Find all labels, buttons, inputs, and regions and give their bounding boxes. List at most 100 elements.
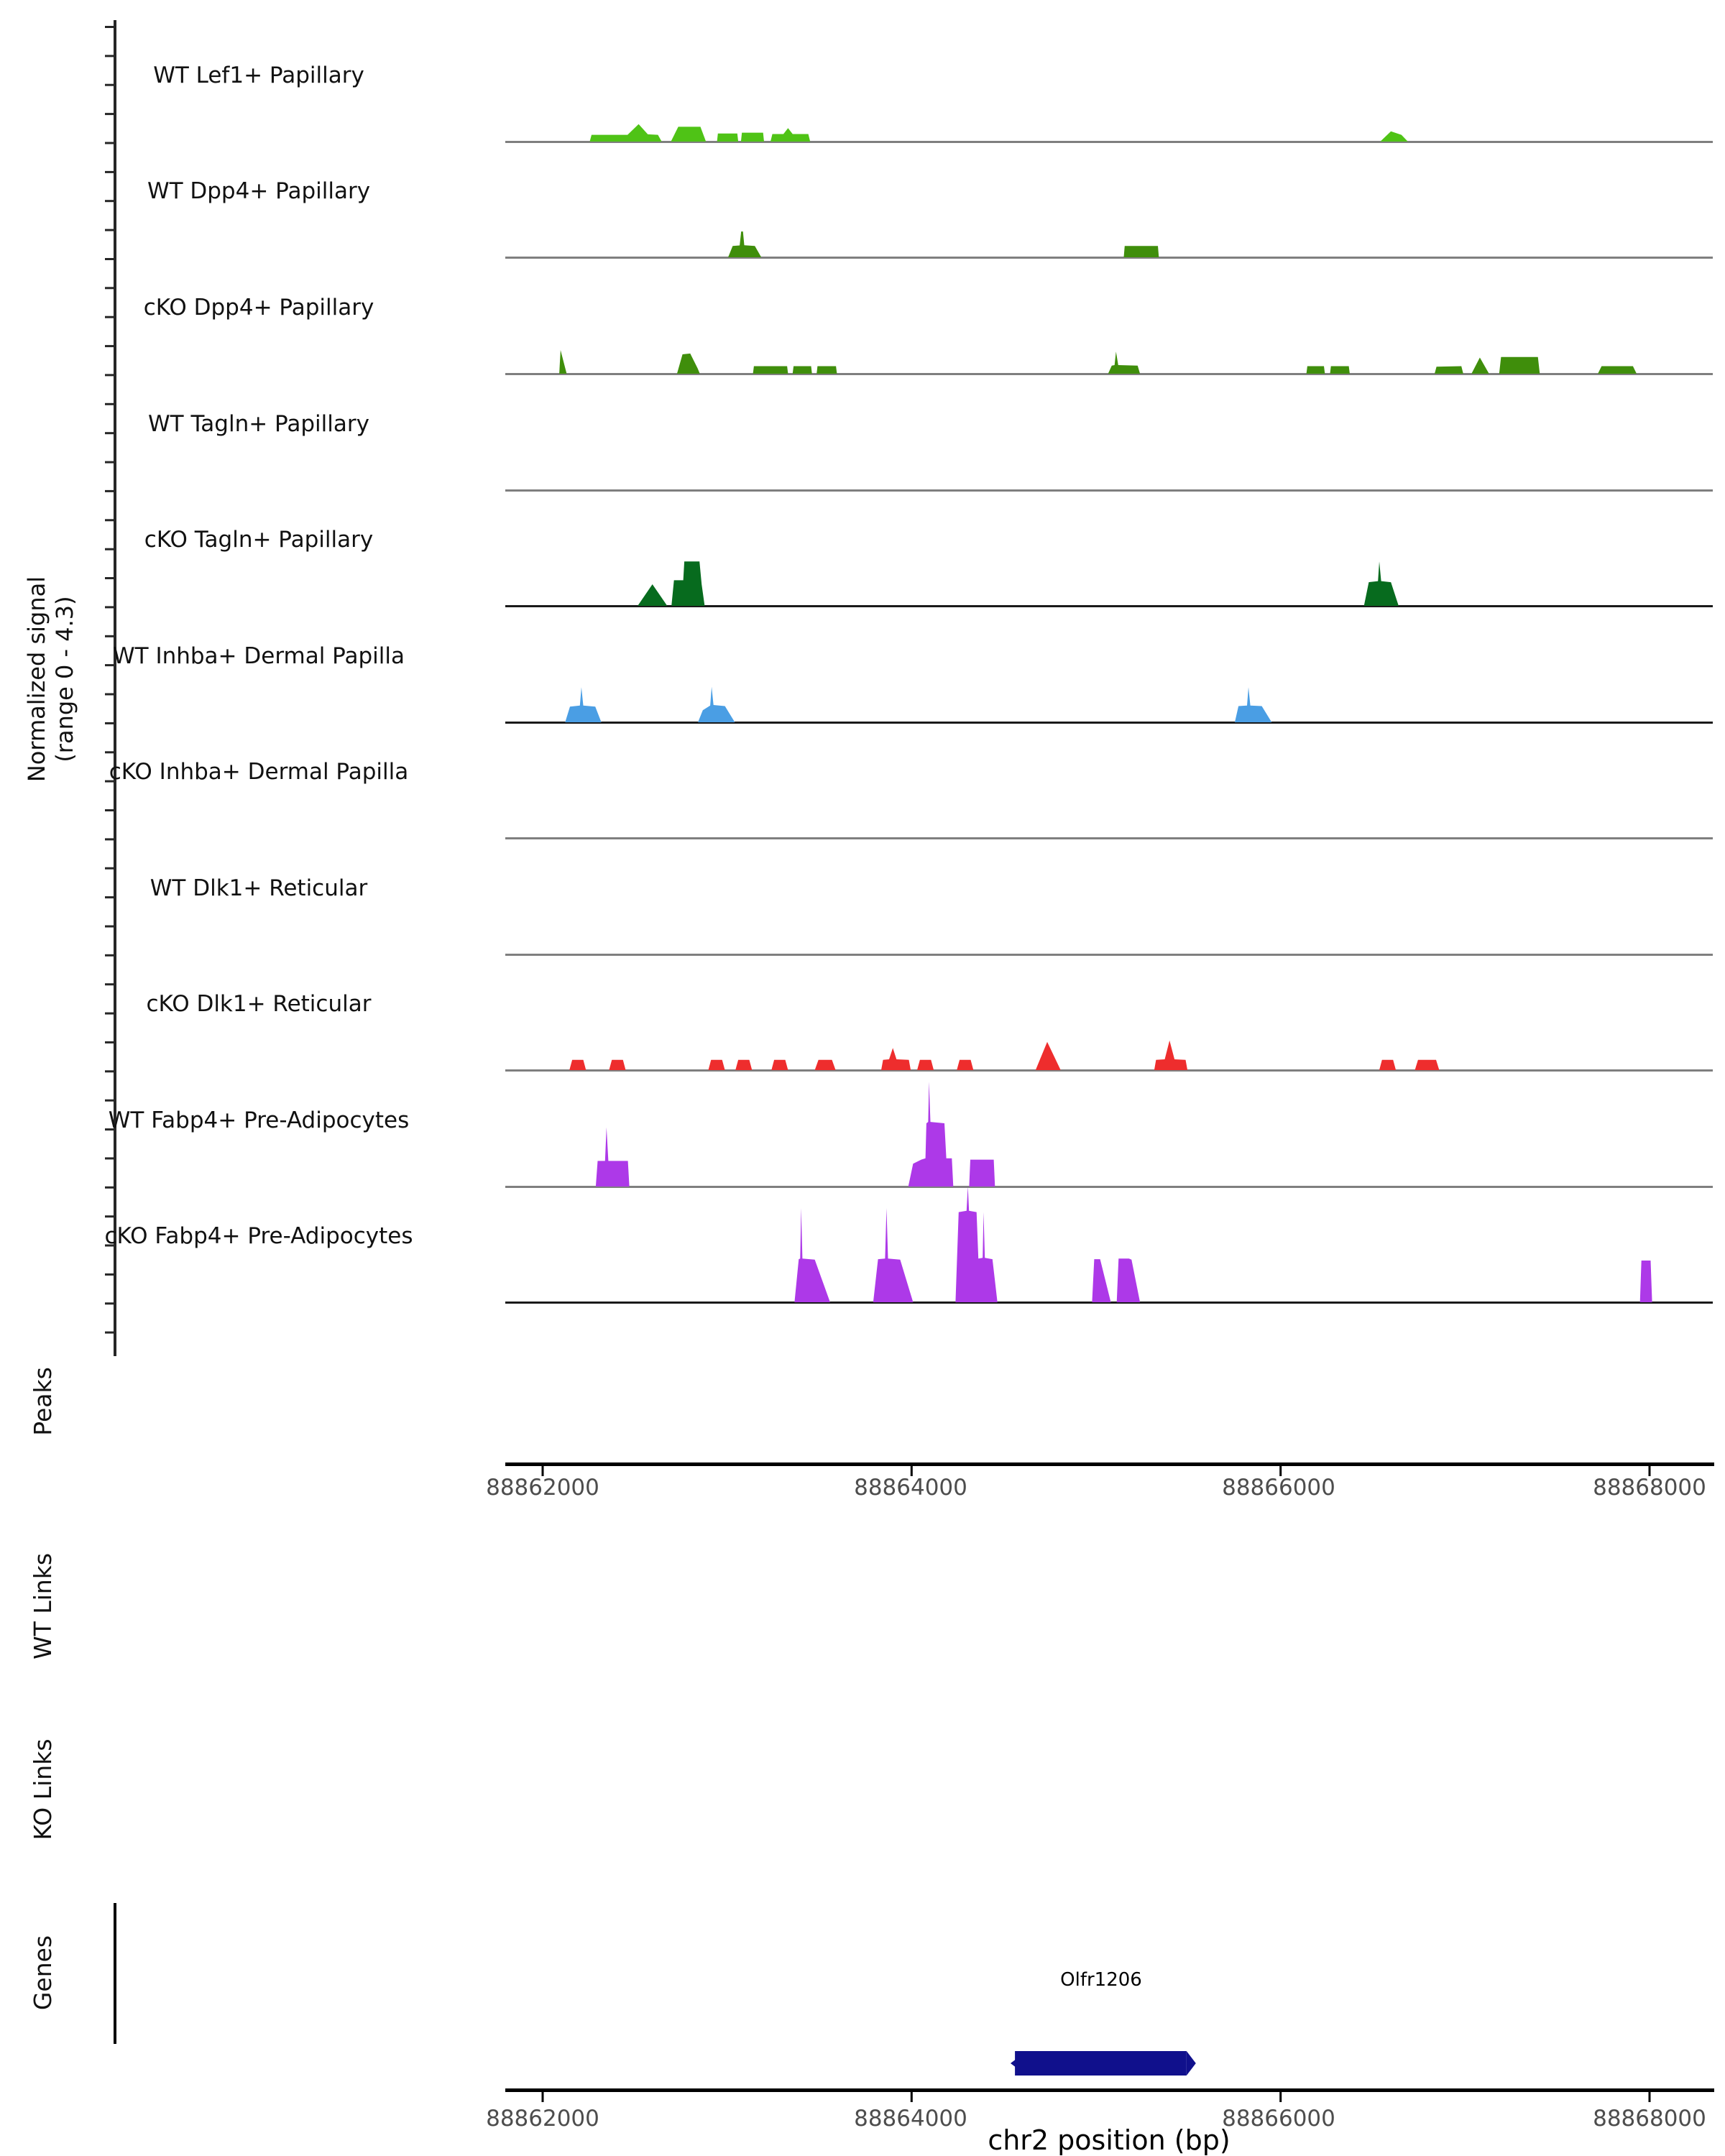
signal-peak (1035, 1041, 1061, 1070)
signal-axis-tick (105, 1244, 114, 1247)
signal-peak (955, 1187, 998, 1302)
signal-peak (569, 1059, 586, 1070)
signal-peak (638, 584, 668, 606)
signal-peak (1154, 1040, 1188, 1070)
signal-peak (735, 1059, 753, 1070)
signal-axis-tick (105, 258, 114, 260)
track-label-wt-inhba-dermal-papilla: WT Inhba+ Dermal Papilla (113, 643, 405, 669)
signal-axis-tick (105, 751, 114, 754)
mid-x-axis-line (505, 1462, 1714, 1466)
signal-axis-tick (105, 896, 114, 899)
signal-peak (969, 1159, 995, 1187)
bottom-axis-tick-label-88862000: 88862000 (486, 2106, 599, 2132)
signal-peak (917, 1059, 934, 1070)
signal-axis-tick (105, 867, 114, 870)
signal-axis-tick (105, 1273, 114, 1276)
mid-x-axis-tick (910, 1466, 913, 1476)
x-axis-title: chr2 position (bp) (988, 2124, 1230, 2156)
mid-x-axis-tick (1648, 1466, 1651, 1476)
signal-axis-tick (105, 838, 114, 841)
mid-axis-tick-label-88864000: 88864000 (854, 1475, 967, 1501)
signal-axis-tick (105, 1070, 114, 1073)
signal-axis-tick (105, 1012, 114, 1015)
track-label-cko-inhba-dermal-papilla: cKO Inhba+ Dermal Papilla (109, 759, 409, 785)
signal-axis-tick (105, 954, 114, 957)
signal-peak (559, 350, 567, 374)
signal-peak (609, 1059, 626, 1070)
track-label-wt-dpp4-papillary: WT Dpp4+ Papillary (147, 178, 371, 204)
signal-axis-tick (105, 83, 114, 86)
track-label-cko-tagln-papillary: cKO Tagln+ Papillary (144, 527, 374, 553)
signal-peak (565, 687, 602, 722)
signal-peak (1123, 246, 1159, 257)
signal-peak (595, 1127, 630, 1187)
track-baseline (505, 722, 1713, 724)
signal-axis-tick (105, 664, 114, 667)
signal-peak (881, 1048, 911, 1070)
signal-peak (873, 1208, 914, 1302)
signal-axis-tick (105, 113, 114, 116)
signal-axis-tick (105, 577, 114, 579)
signal-peak (1435, 366, 1463, 374)
signal-axis-tick (105, 1128, 114, 1131)
signal-peak (770, 128, 811, 142)
signal-axis-tick (105, 722, 114, 724)
signal-peak (792, 366, 812, 374)
gene-name-label: Olfr1206 (1060, 1969, 1142, 1991)
signal-axis-tick (105, 55, 114, 57)
signal-axis-tick (105, 461, 114, 464)
signal-peak (1330, 366, 1350, 374)
track-baseline (505, 1186, 1713, 1188)
signal-axis-tick (105, 315, 114, 318)
signal-peak (1092, 1259, 1111, 1302)
signal-peak (1363, 561, 1399, 606)
signal-axis-tick (105, 1215, 114, 1218)
mid-axis-tick-label-88868000: 88868000 (1593, 1475, 1706, 1501)
signal-axis-tick (105, 229, 114, 231)
track-baseline (505, 954, 1713, 956)
signal-axis-tick (105, 287, 114, 290)
signal-axis-tick (105, 693, 114, 696)
mid-axis-tick-label-88862000: 88862000 (486, 1475, 599, 1501)
signal-axis-tick (105, 635, 114, 637)
signal-peak (1598, 366, 1637, 374)
signal-axis-tick (105, 170, 114, 173)
signal-peak (1471, 357, 1489, 374)
bottom-x-axis-tick (1279, 2092, 1282, 2102)
signal-peak (1108, 351, 1141, 374)
signal-peak (740, 132, 764, 142)
track-label-wt-tagln-papillary: WT Tagln+ Papillary (148, 411, 369, 437)
section-label-peaks: Peaks (29, 1367, 57, 1436)
track-label-wt-fabp4-pre-adipocytes: WT Fabp4+ Pre-Adipocytes (108, 1107, 410, 1133)
signal-peak (1380, 131, 1408, 142)
signal-peak (908, 1082, 954, 1187)
signal-axis-tick (105, 1302, 114, 1305)
signal-peak (728, 231, 762, 257)
bottom-x-axis-tick (910, 2092, 913, 2102)
signal-axis-spine (114, 20, 116, 1356)
track-baseline (505, 1069, 1713, 1072)
bottom-x-axis-line (505, 2088, 1714, 2092)
signal-peak (816, 366, 837, 374)
signal-axis-tick (105, 519, 114, 522)
gene-arrow-tip (1186, 2051, 1196, 2076)
signal-axis-tick (105, 606, 114, 609)
signal-axis-tick (105, 142, 114, 144)
signal-peak (771, 1059, 788, 1070)
signal-axis-tick (105, 1099, 114, 1102)
signal-axis-tick (105, 548, 114, 550)
mid-axis-tick-label-88866000: 88866000 (1222, 1475, 1335, 1501)
signal-peak (1639, 1261, 1652, 1302)
signal-peak (1306, 366, 1325, 374)
signal-peak (717, 133, 739, 142)
track-baseline (505, 257, 1713, 259)
signal-peak (671, 126, 707, 142)
signal-axis-tick (105, 402, 114, 405)
signal-peak (589, 124, 662, 142)
genes-axis-spine (114, 1903, 116, 2044)
signal-axis-tick (105, 1157, 114, 1160)
section-label-genes: Genes (29, 1935, 57, 2011)
bottom-x-axis-tick (541, 2092, 544, 2102)
track-label-cko-fabp4-pre-adipocytes: cKO Fabp4+ Pre-Adipocytes (104, 1223, 413, 1249)
track-label-wt-lef1-papillary: WT Lef1+ Papillary (153, 63, 364, 88)
